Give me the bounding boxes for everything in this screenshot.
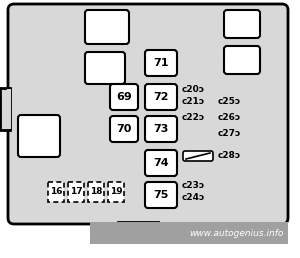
Text: c20ɔ: c20ɔ [182,85,205,94]
FancyBboxPatch shape [85,52,125,84]
Text: 16: 16 [50,188,62,197]
Text: 74: 74 [153,158,169,168]
FancyBboxPatch shape [110,84,138,110]
FancyBboxPatch shape [145,116,177,142]
FancyBboxPatch shape [110,116,138,142]
Bar [118,222,158,238]
Bar [7,89,11,129]
Text: c28ɔ: c28ɔ [218,150,241,159]
Bar [0,88,12,130]
Text: 17: 17 [70,188,82,197]
Text: 70: 70 [116,124,132,134]
Text: 19: 19 [110,188,122,197]
Text: c25ɔ: c25ɔ [218,98,241,107]
Bar [108,182,124,202]
Text: 75: 75 [153,190,169,200]
Text: 71: 71 [153,58,169,68]
Text: c22ɔ: c22ɔ [182,114,205,123]
FancyBboxPatch shape [183,151,213,161]
Text: 73: 73 [153,124,169,134]
FancyBboxPatch shape [224,46,260,74]
Text: www.autogenius.info: www.autogenius.info [190,229,284,238]
Bar [68,182,84,202]
FancyBboxPatch shape [85,10,129,44]
Bar [88,182,104,202]
Bar [0,88,10,130]
FancyBboxPatch shape [145,84,177,110]
FancyBboxPatch shape [145,50,177,76]
Bar [90,222,288,244]
Text: 69: 69 [116,92,132,102]
Text: c26ɔ: c26ɔ [218,114,241,123]
FancyBboxPatch shape [224,10,260,38]
Text: c24ɔ: c24ɔ [182,194,206,203]
Text: c27ɔ: c27ɔ [218,128,242,138]
FancyBboxPatch shape [18,115,60,157]
FancyBboxPatch shape [145,150,177,176]
Text: c23ɔ: c23ɔ [182,181,205,190]
FancyBboxPatch shape [8,4,288,224]
FancyBboxPatch shape [145,182,177,208]
Bar [48,182,64,202]
Text: 72: 72 [153,92,169,102]
Bar [120,223,156,237]
Text: 18: 18 [90,188,102,197]
Text: c21ɔ: c21ɔ [182,98,205,107]
